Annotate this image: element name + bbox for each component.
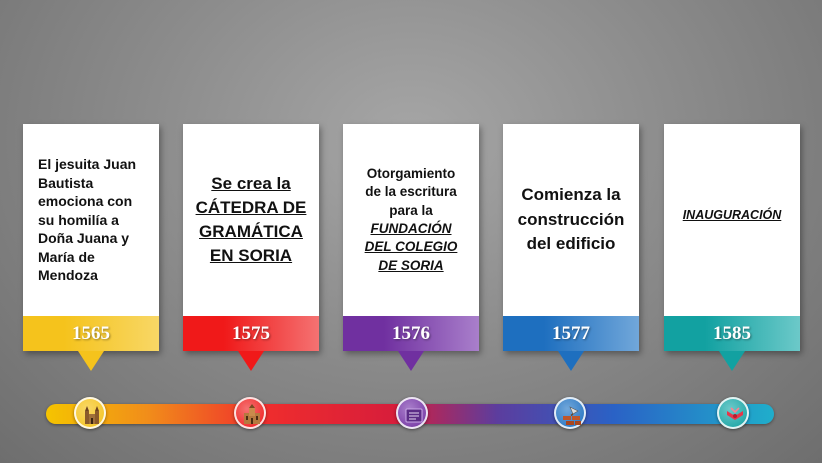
event-description: INAUGURACIÓN [682,208,782,222]
year-label: 1575 [183,316,319,351]
year-label: 1576 [343,316,479,351]
year-label: 1577 [503,316,639,351]
year-label: 1565 [23,316,159,351]
bricks-trowel-icon [554,397,586,429]
card-pointer [78,351,104,371]
event-card-1585: INAUGURACIÓN 1585 [664,124,800,371]
card-pointer [558,351,584,371]
event-card-1575: Se crea la CÁTEDRA DE GRAMÁTICA EN SORIA… [183,124,319,371]
cathedral-icon [74,397,106,429]
event-description: Comienza la construcción del edificio [517,185,625,254]
event-description: Otorgamiento de la escritura para la FUN… [364,165,458,273]
event-description: Se crea la CÁTEDRA DE GRAMÁTICA EN SORIA [195,174,307,265]
event-card-1576: Otorgamiento de la escritura para la FUN… [343,124,479,371]
ribbon-icon [717,397,749,429]
card-pointer [719,351,745,371]
year-label: 1585 [664,316,800,351]
event-description: El jesuita Juan Bautista emociona con su… [38,156,137,284]
event-card-1577: Comienza la construcción del edificio 15… [503,124,639,371]
card-pointer [238,351,264,371]
church-icon [234,397,266,429]
document-icon [396,397,428,429]
card-pointer [398,351,424,371]
event-card-1565: El jesuita Juan Bautista emociona con su… [23,124,159,371]
